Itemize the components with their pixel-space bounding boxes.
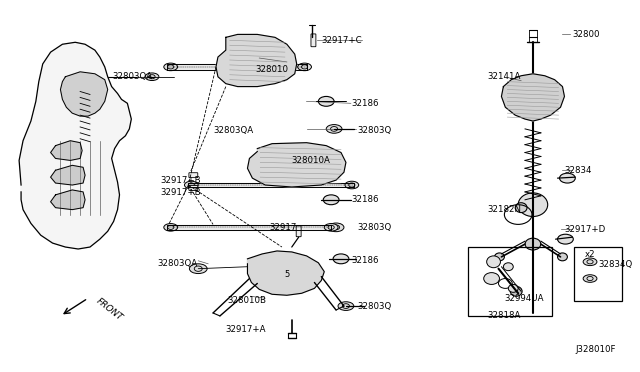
Text: 32803Q: 32803Q [358, 302, 392, 311]
Ellipse shape [164, 63, 177, 71]
Ellipse shape [583, 275, 597, 282]
Ellipse shape [333, 254, 349, 264]
Text: 32803QA: 32803QA [213, 126, 253, 135]
Text: 32834: 32834 [564, 166, 592, 175]
Polygon shape [51, 165, 85, 185]
Text: 32186: 32186 [352, 99, 380, 108]
Text: 32818A: 32818A [488, 311, 521, 320]
Ellipse shape [557, 253, 568, 261]
Polygon shape [501, 74, 564, 121]
Text: 32917+A: 32917+A [226, 325, 266, 334]
Text: 32803Q: 32803Q [358, 126, 392, 135]
Polygon shape [51, 190, 85, 210]
Text: 328010B: 328010B [228, 296, 267, 305]
Polygon shape [216, 35, 297, 87]
Polygon shape [51, 141, 82, 160]
Ellipse shape [323, 195, 339, 205]
Ellipse shape [248, 61, 266, 73]
Ellipse shape [287, 157, 303, 169]
Ellipse shape [164, 224, 177, 231]
FancyBboxPatch shape [311, 34, 316, 47]
Text: 32917+B: 32917+B [161, 176, 202, 185]
Ellipse shape [504, 263, 513, 271]
Ellipse shape [510, 286, 522, 296]
Ellipse shape [557, 234, 573, 244]
Text: 32994UA: 32994UA [504, 294, 544, 303]
Text: J328010F: J328010F [575, 345, 616, 354]
Ellipse shape [326, 125, 342, 133]
Ellipse shape [508, 285, 518, 292]
Ellipse shape [298, 63, 312, 71]
Text: FRONT: FRONT [94, 296, 124, 323]
Ellipse shape [515, 203, 527, 212]
Ellipse shape [521, 87, 545, 105]
Text: 32834Q: 32834Q [599, 260, 633, 269]
Text: 32803QA: 32803QA [113, 72, 153, 81]
Ellipse shape [559, 173, 575, 183]
Text: 5: 5 [284, 270, 289, 279]
Ellipse shape [145, 73, 159, 80]
Text: 32917+B: 32917+B [161, 188, 202, 198]
Text: 32141A: 32141A [488, 72, 521, 81]
Ellipse shape [338, 302, 354, 310]
Ellipse shape [345, 181, 358, 189]
Ellipse shape [518, 193, 548, 217]
Text: 32803QA: 32803QA [157, 259, 197, 268]
Ellipse shape [583, 258, 597, 266]
Ellipse shape [328, 223, 344, 232]
Text: 32917: 32917 [269, 223, 296, 232]
Text: 328010A: 328010A [292, 156, 331, 165]
Polygon shape [248, 143, 346, 187]
Ellipse shape [184, 181, 198, 189]
Text: 32182N: 32182N [488, 205, 522, 214]
Ellipse shape [527, 93, 539, 100]
Text: x2: x2 [585, 250, 596, 259]
Ellipse shape [318, 96, 334, 106]
FancyBboxPatch shape [296, 226, 301, 237]
Polygon shape [188, 183, 354, 187]
Ellipse shape [324, 224, 338, 231]
Ellipse shape [189, 264, 207, 273]
Text: 32803Q: 32803Q [358, 223, 392, 232]
Ellipse shape [495, 253, 504, 261]
Bar [468, 247, 552, 316]
Text: 32917+D: 32917+D [564, 225, 605, 234]
Polygon shape [167, 64, 307, 70]
Text: 328010: 328010 [255, 65, 289, 74]
Ellipse shape [277, 266, 297, 282]
Bar [574, 247, 621, 301]
FancyBboxPatch shape [189, 186, 198, 190]
Text: 32800: 32800 [572, 30, 600, 39]
Ellipse shape [484, 273, 499, 285]
Text: 32186: 32186 [352, 195, 380, 204]
Text: 32917+C: 32917+C [321, 36, 362, 45]
Ellipse shape [516, 77, 526, 84]
Polygon shape [19, 42, 131, 249]
Polygon shape [60, 72, 108, 116]
Polygon shape [248, 251, 324, 295]
Text: 32186: 32186 [352, 256, 380, 265]
Polygon shape [167, 225, 331, 230]
Ellipse shape [525, 238, 541, 250]
Ellipse shape [486, 256, 500, 268]
FancyBboxPatch shape [189, 173, 198, 178]
